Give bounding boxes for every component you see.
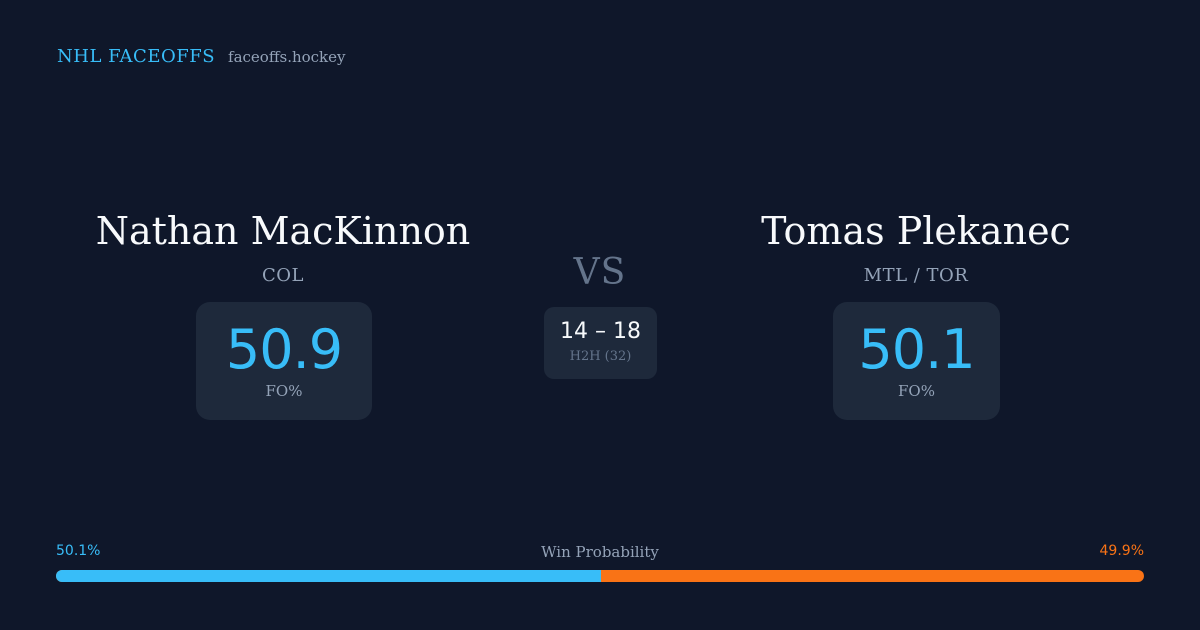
win-probability-title: Win Probability [541, 543, 659, 561]
win-probability-bar [56, 570, 1144, 582]
player-right-fo-value: 50.1 [858, 318, 975, 381]
head-to-head-score: 14 – 18 [560, 319, 641, 344]
head-to-head-label: H2H (32) [569, 349, 632, 364]
player-left-team: COL [262, 265, 304, 286]
versus-label: VS [573, 252, 627, 293]
player-left-fo-card: 50.9 FO% [196, 302, 372, 420]
player-left-name: Nathan MacKinnon [95, 209, 471, 253]
win-probability-bar-left [56, 570, 602, 582]
player-right-name: Tomas Plekanec [761, 209, 1071, 253]
player-left-fo-value: 50.9 [225, 318, 343, 381]
win-probability-right: 49.9% [1099, 543, 1144, 559]
player-right-team: MTL / TOR [863, 265, 969, 286]
win-probability-left: 50.1% [56, 543, 101, 559]
player-right: Tomas Plekanec MTL / TOR [686, 205, 1146, 287]
brand-name: NHL FACEOFFS [57, 46, 216, 67]
brand-header: NHL FACEOFFS faceoffs.hockey [57, 46, 346, 67]
player-right-fo-label: FO% [898, 382, 935, 400]
player-right-fo-card: 50.1 FO% [833, 302, 1000, 420]
player-left: Nathan MacKinnon COL [53, 205, 513, 287]
brand-domain: faceoffs.hockey [228, 48, 346, 66]
player-left-fo-label: FO% [265, 382, 303, 400]
head-to-head-card: 14 – 18 H2H (32) [544, 307, 657, 379]
win-probability-labels: 50.1% Win Probability 49.9% [56, 543, 1144, 563]
